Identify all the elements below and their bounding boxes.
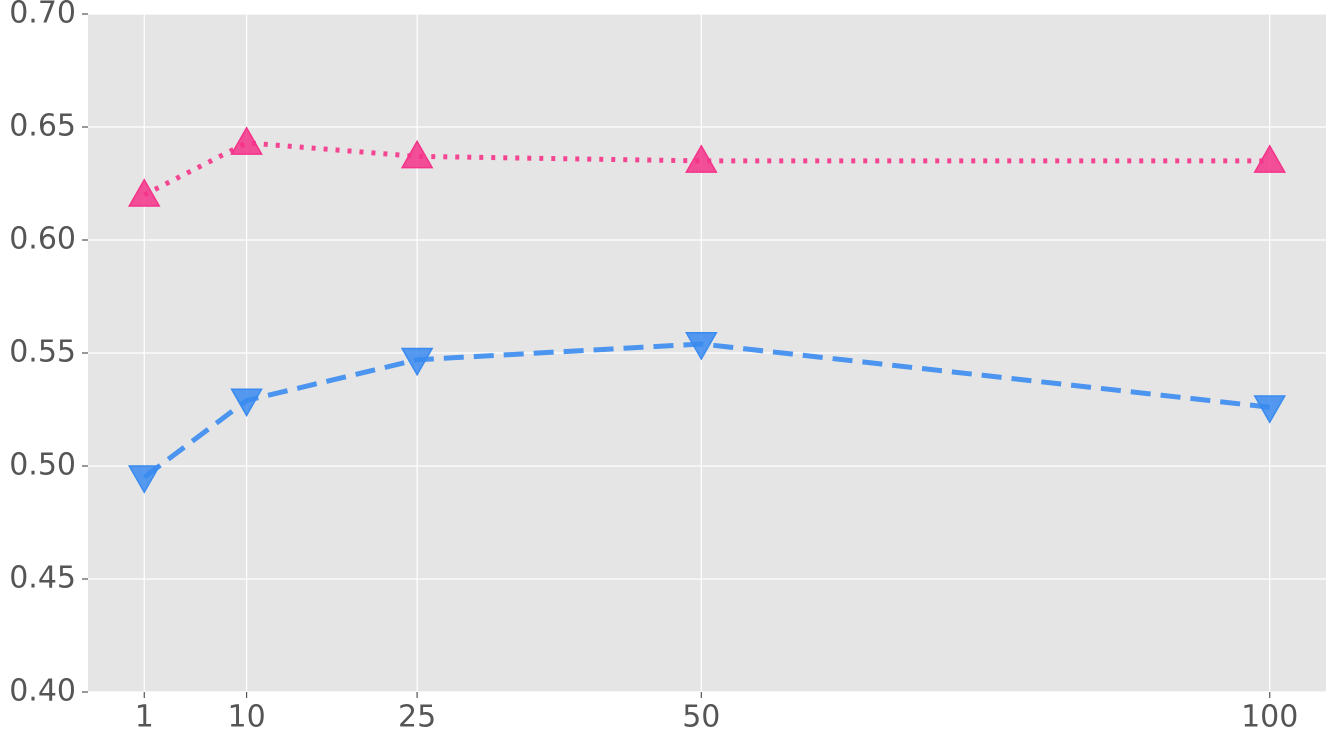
x-tick-label: 1 [135,700,154,735]
y-tick-label: 0.70 [9,0,76,31]
x-tick-label: 100 [1241,700,1298,735]
marker [230,388,263,417]
x-tick-label: 50 [682,700,720,735]
x-tick-label: 25 [398,700,436,735]
y-tick-label: 0.60 [9,222,76,257]
y-tick-label: 0.65 [9,109,76,144]
marker [685,331,718,361]
marker [685,144,718,173]
marker [400,139,434,169]
marker [1253,144,1287,173]
marker [400,347,434,377]
marker [1253,395,1287,424]
y-tick-label: 0.55 [9,335,76,370]
marker [127,465,161,494]
x-tick-label: 10 [227,700,265,735]
marker [127,178,161,207]
marker [230,126,263,155]
y-tick-label: 0.40 [9,674,76,709]
series-line [143,140,1270,198]
y-tick-label: 0.50 [9,448,76,483]
y-tick-label: 0.45 [9,561,76,596]
